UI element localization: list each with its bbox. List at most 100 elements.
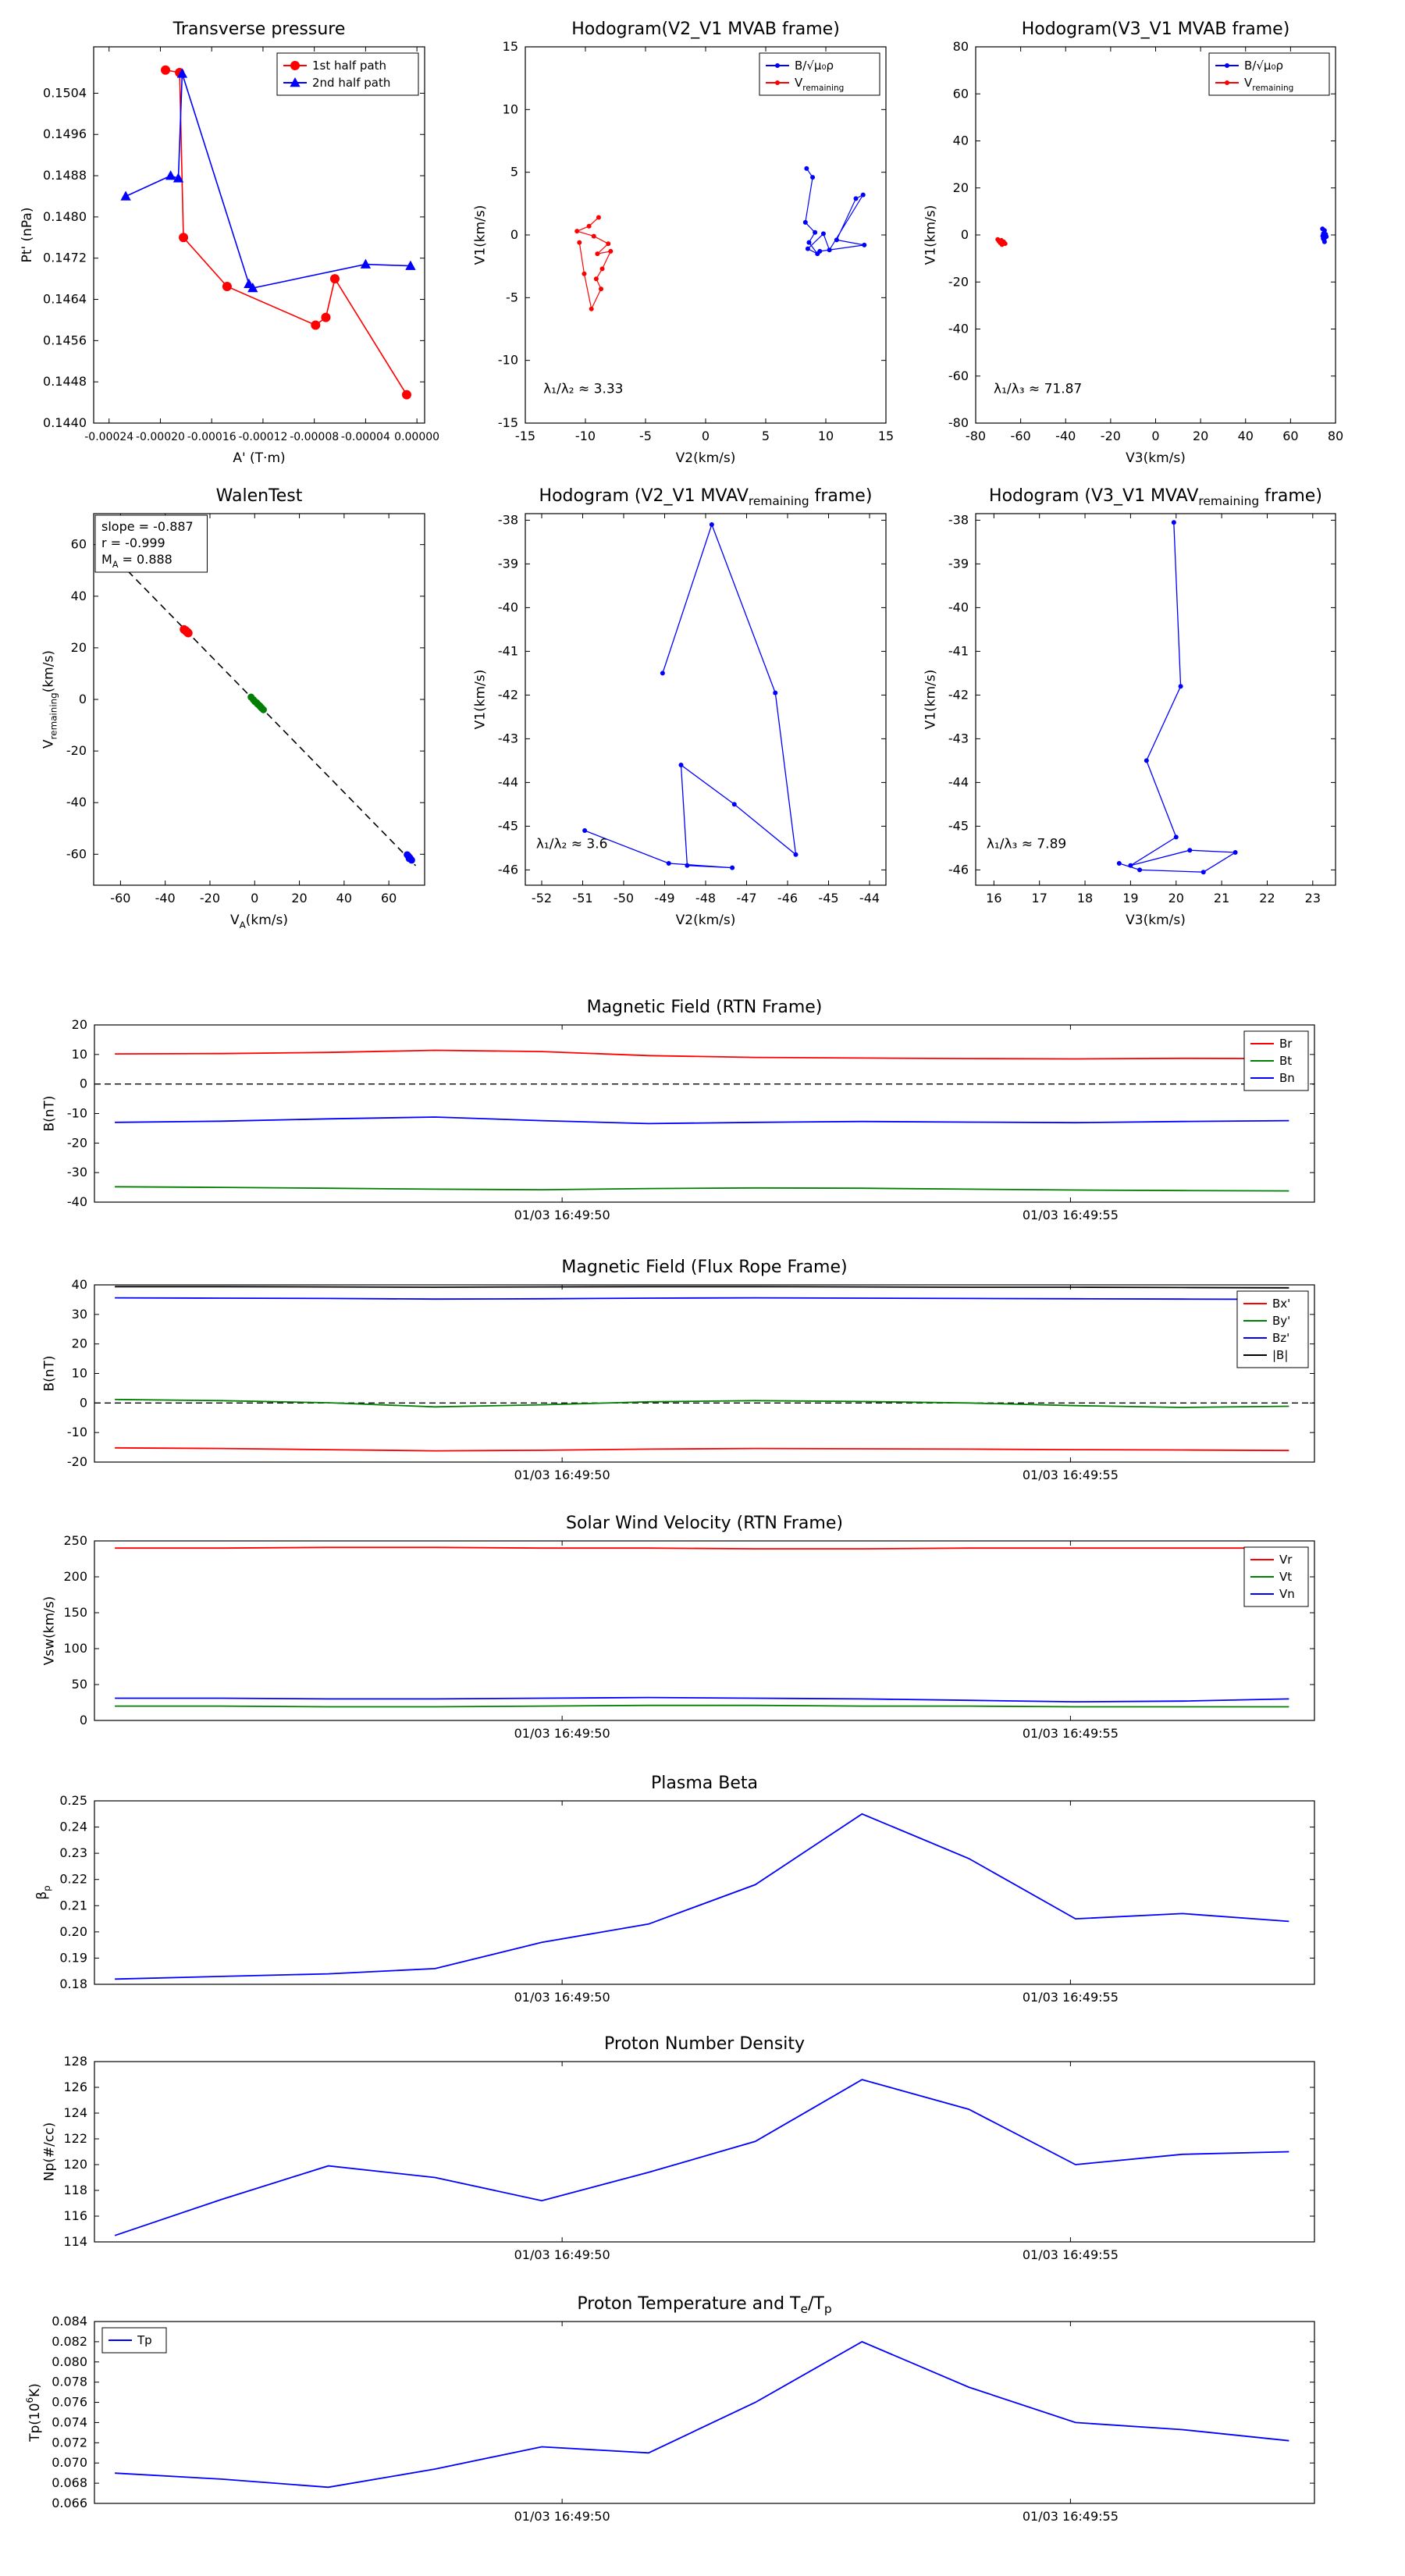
svg-text:0.070: 0.070 (52, 2455, 87, 2470)
svg-text:V1(km/s): V1(km/s) (472, 205, 488, 265)
chart-magnetic-field-rtn: 01/03 16:49:50 01/03 16:49:55 -40 -30 -20 -10… (5, 987, 1338, 1251)
svg-text:B/√μ₀ρ: B/√μ₀ρ (1244, 59, 1283, 73)
svg-text:15: 15 (878, 429, 894, 443)
svg-text:-38: -38 (498, 512, 518, 527)
svg-text:-45: -45 (948, 818, 969, 833)
svg-text:0.078: 0.078 (52, 2375, 87, 2389)
svg-text:-43: -43 (498, 731, 518, 745)
chart-hodogram-v2v1-mvab: -15 -10 -5 0 5 10 15 -15 -10 -5 0 5 10 15 Hodogram(V2_… (436, 9, 909, 471)
svg-text:114: 114 (63, 2234, 87, 2249)
chart-transverse-pressure: -0.00024 -0.00020 -0.00016 -0.00012 -0.00008… (4, 9, 448, 471)
svg-text:Pt' (nPa): Pt' (nPa) (20, 208, 35, 263)
chart-hodogram-v3v1-mvav: 16 17 18 19 20 21 22 23 -46 -45 -44 -43 -42 -41 -40 -39… (886, 476, 1359, 934)
svg-text:-0.00008: -0.00008 (290, 431, 339, 443)
svg-text:Bn: Bn (1279, 1071, 1295, 1085)
svg-text:V2(km/s): V2(km/s) (676, 913, 736, 928)
svg-text:0: 0 (1151, 429, 1159, 443)
svg-text:V3(km/s): V3(km/s) (1126, 450, 1186, 466)
svg-text:|B|: |B| (1272, 1348, 1288, 1362)
svg-text:-60: -60 (1011, 429, 1031, 443)
svg-text:Np(#/cc): Np(#/cc) (41, 2122, 57, 2181)
svg-text:0.22: 0.22 (59, 1872, 87, 1887)
svg-text:r = -0.999: r = -0.999 (101, 535, 165, 550)
svg-text:20: 20 (71, 640, 87, 655)
svg-text:V1(km/s): V1(km/s) (472, 670, 488, 730)
svg-text:20: 20 (953, 180, 969, 195)
chart-proton-number-density: 01/03 16:49:50 01/03 16:49:55 114 116 118 120… (5, 2024, 1338, 2290)
svg-text:0.1456: 0.1456 (43, 333, 87, 347)
svg-text:-39: -39 (948, 556, 969, 571)
svg-text:Tp(106K): Tp(106K) (24, 2383, 43, 2443)
svg-text:-20: -20 (66, 743, 87, 758)
svg-text:Transverse pressure: Transverse pressure (173, 20, 346, 39)
svg-text:Vn: Vn (1279, 1587, 1295, 1601)
svg-text:0.20: 0.20 (59, 1924, 87, 1939)
svg-text:120: 120 (63, 2157, 87, 2172)
svg-text:-43: -43 (948, 731, 969, 745)
svg-text:V1(km/s): V1(km/s) (923, 670, 938, 730)
svg-text:20: 20 (1193, 429, 1208, 443)
svg-text:λ₁/λ₂ ≈ 3.6: λ₁/λ₂ ≈ 3.6 (536, 836, 608, 852)
svg-text:128: 128 (63, 2054, 87, 2069)
svg-text:-10: -10 (67, 1106, 87, 1121)
svg-text:80: 80 (953, 39, 969, 54)
svg-text:0: 0 (80, 1395, 87, 1410)
svg-text:0: 0 (79, 692, 87, 706)
svg-text:0.19: 0.19 (59, 1950, 87, 1965)
svg-text:0.1472: 0.1472 (43, 251, 87, 265)
svg-text:22: 22 (1259, 891, 1275, 906)
svg-text:01/03 16:49:50: 01/03 16:49:50 (514, 1990, 610, 2005)
svg-text:-0.00012: -0.00012 (238, 431, 287, 443)
svg-text:10: 10 (818, 429, 834, 443)
svg-text:Vremaining: Vremaining (795, 76, 844, 93)
svg-text:B(nT): B(nT) (41, 1355, 57, 1391)
chart-magnetic-field-flux-rope: 01/03 16:49:50 01/03 16:49:55 -20 -10 0 10 20 3… (5, 1247, 1338, 1510)
svg-text:01/03 16:49:50: 01/03 16:49:50 (514, 1208, 610, 1222)
svg-text:-20: -20 (1101, 429, 1121, 443)
svg-text:0.074: 0.074 (52, 2414, 87, 2429)
svg-text:B(nT): B(nT) (41, 1095, 57, 1131)
svg-text:Br: Br (1279, 1037, 1293, 1051)
svg-text:0.1440: 0.1440 (43, 415, 87, 430)
svg-text:Solar Wind Velocity (RTN Frame: Solar Wind Velocity (RTN Frame) (566, 1514, 843, 1533)
svg-text:slope = -0.887: slope = -0.887 (101, 519, 194, 534)
svg-text:-45: -45 (498, 818, 518, 833)
svg-text:-42: -42 (498, 687, 518, 702)
svg-text:Vr: Vr (1279, 1553, 1293, 1567)
svg-text:-44: -44 (859, 891, 880, 906)
svg-text:Proton Temperature and Te/Tp: Proton Temperature and Te/Tp (577, 2294, 831, 2316)
svg-text:15: 15 (503, 39, 518, 54)
svg-text:01/03 16:49:55: 01/03 16:49:55 (1023, 2509, 1119, 2524)
svg-text:-20: -20 (200, 891, 220, 906)
svg-text:200: 200 (63, 1569, 87, 1584)
svg-text:60: 60 (381, 891, 397, 906)
svg-text:Bz': Bz' (1272, 1331, 1289, 1345)
chart-solar-wind-velocity: 01/03 16:49:50 01/03 16:49:55 0 50 100 150 200… (5, 1503, 1338, 1769)
svg-text:-45: -45 (818, 891, 838, 906)
svg-text:-10: -10 (67, 1425, 87, 1439)
svg-text:0: 0 (961, 227, 969, 242)
svg-text:-40: -40 (1055, 429, 1076, 443)
svg-text:0.1488: 0.1488 (43, 168, 87, 183)
svg-text:WalenTest: WalenTest (216, 486, 303, 506)
svg-text:-41: -41 (498, 643, 518, 658)
svg-text:-80: -80 (966, 429, 986, 443)
svg-text:Magnetic Field (Flux Rope Fram: Magnetic Field (Flux Rope Frame) (561, 1258, 847, 1277)
svg-text:01/03 16:49:55: 01/03 16:49:55 (1023, 1726, 1119, 1741)
svg-text:40: 40 (1238, 429, 1254, 443)
svg-text:-40: -40 (155, 891, 176, 906)
chart-proton-temperature: 01/03 16:49:50 01/03 16:49:55 0.066 0.068 0.… (5, 2284, 1338, 2552)
svg-text:10: 10 (72, 1047, 87, 1062)
svg-text:-40: -40 (66, 795, 87, 809)
svg-text:126: 126 (63, 2080, 87, 2094)
svg-text:01/03 16:49:50: 01/03 16:49:50 (514, 2247, 610, 2262)
svg-text:By': By' (1272, 1314, 1290, 1328)
svg-text:124: 124 (63, 2105, 87, 2120)
svg-text:0.00000: 0.00000 (394, 431, 439, 443)
svg-text:-80: -80 (948, 415, 969, 430)
svg-text:Hodogram(V2_V1 MVAB frame): Hodogram(V2_V1 MVAB frame) (571, 20, 840, 39)
svg-text:Plasma Beta: Plasma Beta (651, 1774, 758, 1793)
svg-text:-15: -15 (515, 429, 535, 443)
svg-text:60: 60 (1282, 429, 1298, 443)
svg-text:19: 19 (1122, 891, 1138, 906)
